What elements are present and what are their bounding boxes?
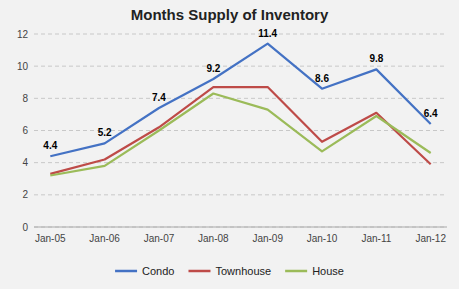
grid-line (34, 34, 447, 35)
x-tick-label: Jan-06 (89, 233, 120, 244)
y-tick-label: 8 (22, 93, 28, 104)
x-tick-label: Jan-10 (307, 233, 338, 244)
y-tick-label: 6 (22, 125, 28, 136)
x-tick-label: Jan-08 (198, 233, 229, 244)
x-axis-line (34, 227, 447, 228)
data-label: 8.6 (315, 73, 329, 84)
legend-label: Townhouse (215, 265, 271, 277)
legend-label: House (312, 265, 344, 277)
grid-line (34, 194, 447, 195)
series-line (50, 87, 430, 174)
data-label: 11.4 (258, 28, 277, 39)
x-tick-label: Jan-07 (144, 233, 175, 244)
data-label: 9.2 (206, 63, 220, 74)
series-line (50, 44, 430, 157)
chart: Months Supply of Inventory 0 2 4 6 8 10 12 Jan-0… (0, 0, 459, 289)
legend: Condo Townhouse House (115, 265, 344, 277)
data-label: 7.4 (152, 92, 166, 103)
grid-line (34, 130, 447, 131)
legend-label: Condo (142, 265, 174, 277)
y-tick-label: 12 (17, 29, 29, 40)
series-line (50, 94, 430, 176)
grid-line (34, 98, 447, 99)
y-tick-label: 4 (22, 157, 28, 168)
legend-swatch (188, 270, 210, 273)
x-tick-label: Jan-12 (415, 233, 446, 244)
legend-swatch (115, 270, 137, 273)
data-label: 4.4 (43, 140, 57, 151)
legend-swatch (285, 270, 307, 273)
grid-line (34, 227, 447, 228)
plot-area (50, 44, 430, 176)
x-tick-label: Jan-09 (252, 233, 283, 244)
x-tick-label: Jan-11 (361, 233, 391, 244)
background (0, 0, 459, 289)
y-tick-label: 2 (22, 189, 28, 200)
y-tick-label: 10 (17, 61, 29, 72)
y-tick-label: 0 (22, 222, 28, 233)
data-label: 9.8 (369, 53, 383, 64)
x-tick-label: Jan-05 (35, 233, 66, 244)
grid-line (34, 66, 447, 67)
title: Months Supply of Inventory (131, 6, 329, 23)
data-label: 6.4 (424, 108, 438, 119)
data-label: 5.2 (98, 127, 112, 138)
